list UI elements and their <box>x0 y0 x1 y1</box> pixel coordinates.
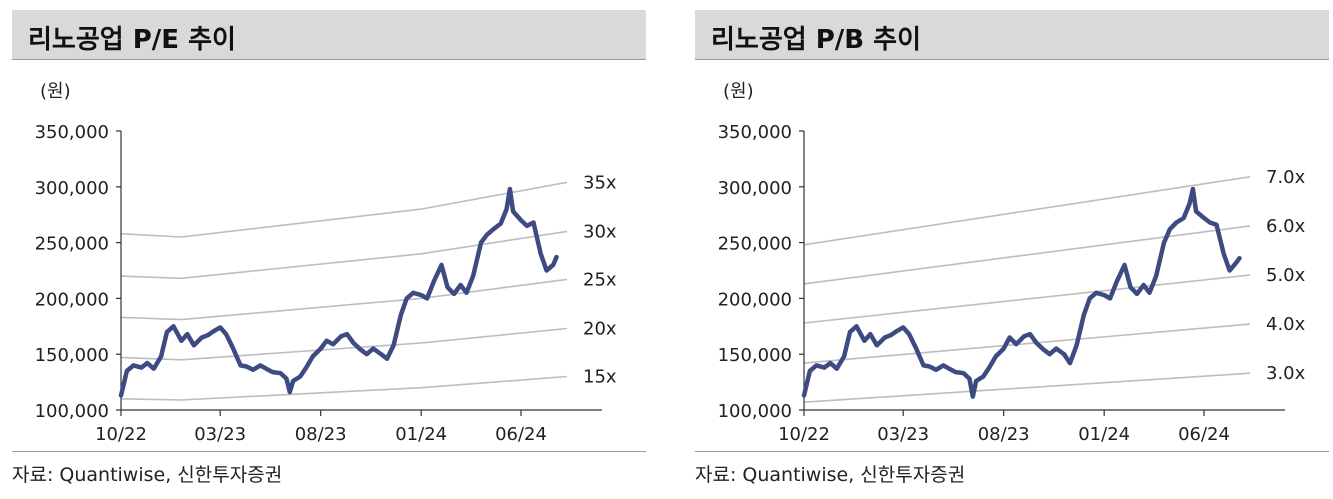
pb-x-tick-label: 03/23 <box>877 424 929 445</box>
pb-y-tick-label: 200,000 <box>718 289 792 310</box>
pe-y-tick-label: 350,000 <box>35 122 109 143</box>
pe-band-label: 15x <box>583 367 617 388</box>
pb-y-tick-label: 350,000 <box>718 122 792 143</box>
pb-band-label: 6.0x <box>1266 216 1306 237</box>
pe-price-line <box>118 186 559 398</box>
pb-y-tick-label: 100,000 <box>718 401 792 422</box>
pe-y-tick-label: 100,000 <box>35 401 109 422</box>
pe-title-bar: 리노공업 P/E 추이 <box>12 10 646 60</box>
pb-x-tick-label: 10/22 <box>778 424 830 445</box>
pb-y-tick-label: 150,000 <box>718 345 792 366</box>
pb-band-line-4.0x <box>803 323 1251 364</box>
pe-band-line-30x <box>120 230 568 280</box>
pe-y-tick-label: 300,000 <box>35 178 109 199</box>
pb-x-tick-label: 06/24 <box>1178 424 1230 445</box>
pe-source-note: 자료: Quantiwise, 신한투자증권 <box>12 464 283 486</box>
pe-band-label: 25x <box>583 269 617 290</box>
pb-band-label: 4.0x <box>1266 314 1306 335</box>
pb-band-label: 5.0x <box>1266 265 1306 286</box>
pe-source-divider <box>12 451 646 452</box>
pe-unit-label: (원) <box>40 81 71 102</box>
pe-y-tick-label: 200,000 <box>35 289 109 310</box>
pb-band-label: 3.0x <box>1266 363 1306 384</box>
pe-y-tick-label: 150,000 <box>35 345 109 366</box>
pe-band-label: 20x <box>583 319 617 340</box>
pe-x-tick-label: 08/23 <box>295 424 347 445</box>
pb-band-line-6.0x <box>803 225 1251 285</box>
pe-band-line-35x <box>120 181 568 238</box>
pe-band-line-20x <box>120 327 568 361</box>
pb-chart-panel: 리노공업 P/B 추이 (원) 7.0x 6.0x 5.0x 4.0x 3.0x 100,… <box>695 0 1331 499</box>
pe-x-tick-label: 10/22 <box>95 424 147 445</box>
pe-band-line-25x <box>120 278 568 321</box>
pe-band-line-15x <box>120 375 568 401</box>
pb-source-note: 자료: Quantiwise, 신한투자증권 <box>695 464 966 486</box>
pb-band-label: 7.0x <box>1266 167 1306 188</box>
pe-chart-panel: 리노공업 P/E 추이 (원) 35x 30x 25x 20x 15x 100,000 15… <box>12 0 648 499</box>
pb-unit-label: (원) <box>723 81 754 102</box>
pb-chart-title: 리노공업 P/B 추이 <box>711 25 921 55</box>
pb-title-bar: 리노공업 P/B 추이 <box>695 10 1329 60</box>
pe-chart-plot: 35x 30x 25x 20x 15x 100,000 150,000 200,000 250,… <box>35 122 617 445</box>
pb-chart-plot: 7.0x 6.0x 5.0x 4.0x 3.0x 100,000 150,000 200,00… <box>718 122 1306 445</box>
pe-y-tick-label: 250,000 <box>35 234 109 255</box>
pe-x-tick-label: 03/23 <box>194 424 246 445</box>
pb-band-line-3.0x <box>803 372 1251 403</box>
pe-x-tick-label: 06/24 <box>495 424 547 445</box>
pe-x-tick-label: 01/24 <box>395 424 447 445</box>
pb-band-line-7.0x <box>803 176 1251 246</box>
pe-band-label: 35x <box>583 172 617 193</box>
pb-y-tick-label: 300,000 <box>718 178 792 199</box>
pb-source-divider <box>695 451 1329 452</box>
pb-y-tick-label: 250,000 <box>718 234 792 255</box>
pb-band-line-5.0x <box>803 274 1251 324</box>
pe-band-label: 30x <box>583 221 617 242</box>
pb-x-tick-label: 01/24 <box>1078 424 1130 445</box>
pb-price-line <box>801 186 1242 399</box>
pb-x-tick-label: 08/23 <box>978 424 1030 445</box>
pe-chart-title: 리노공업 P/E 추이 <box>28 25 236 55</box>
